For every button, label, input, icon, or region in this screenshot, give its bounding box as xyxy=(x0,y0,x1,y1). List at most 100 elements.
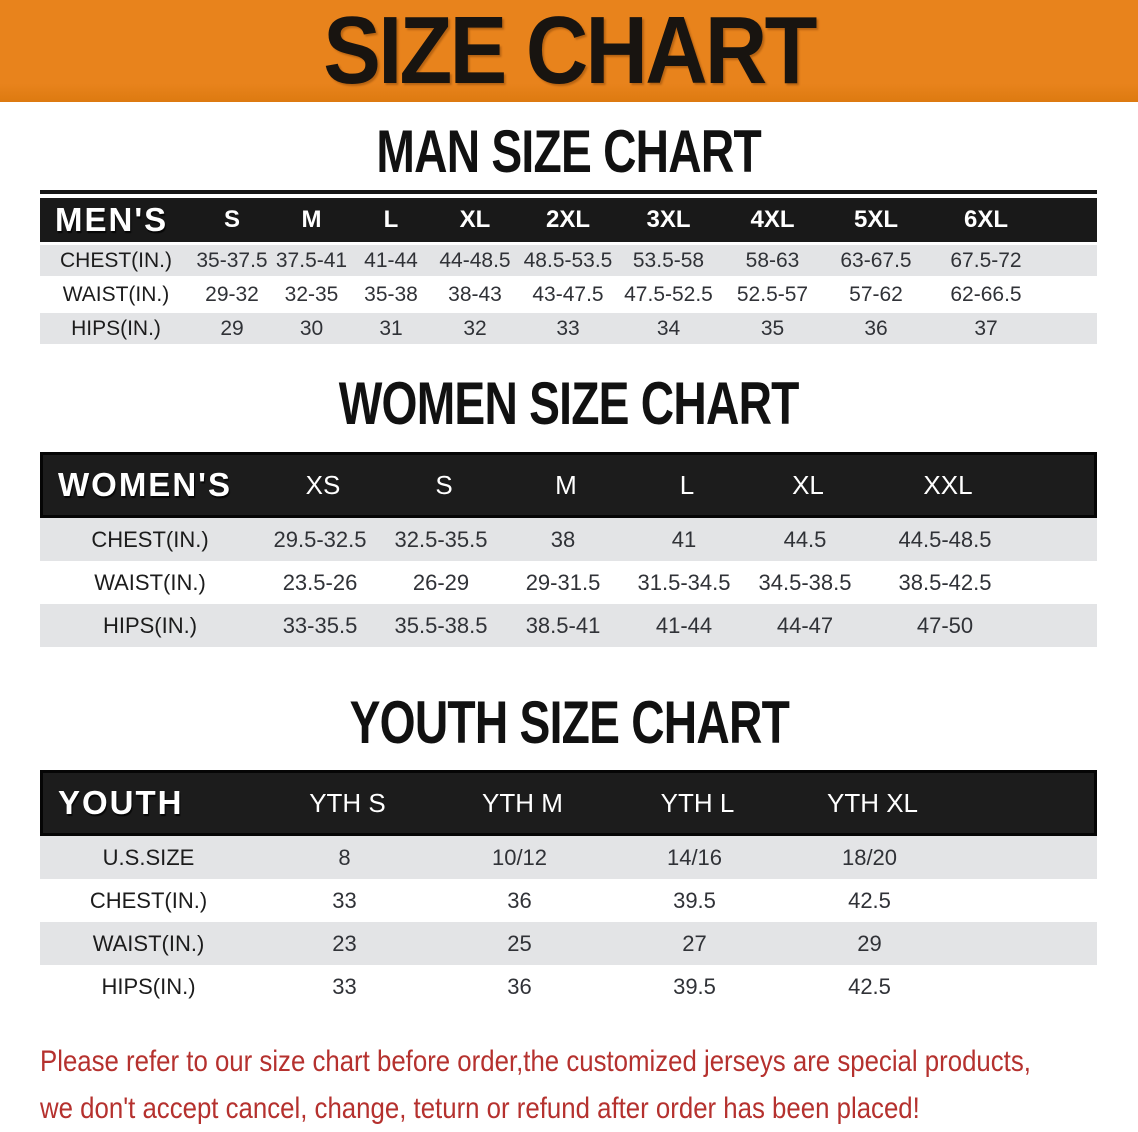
size-cell: 34 xyxy=(656,316,681,340)
row-label: HIPS(IN.) xyxy=(102,612,198,638)
column-header: YTH L xyxy=(660,787,735,818)
size-cell: 33-35.5 xyxy=(282,612,358,638)
size-cell: 52.5-57 xyxy=(736,282,809,306)
size-cell: 38.5-41 xyxy=(525,612,601,638)
size-cell: 27 xyxy=(682,930,707,956)
size-cell: 29-32 xyxy=(205,282,259,306)
women-size-table: WOMEN'S XS S M L XL XXL CHEST(IN.) 29.5-32.5 32.5… xyxy=(40,452,1097,647)
size-cell: 53.5-58 xyxy=(632,248,705,272)
column-header: L xyxy=(383,206,399,233)
table-row: CHEST(IN.) 35-37.5 37.5-41 41-44 44-48.5 48.5… xyxy=(40,245,1097,276)
youth-size-table: YOUTH YTH S YTH M YTH L YTH XL U.S.SIZE 8 10/12… xyxy=(40,770,1097,1008)
size-cell: 58-63 xyxy=(745,248,800,272)
size-cell: 33 xyxy=(556,316,580,340)
row-label: CHEST(IN.) xyxy=(91,526,209,552)
size-cell: 35 xyxy=(760,316,785,340)
section-youth: YOUTH SIZE CHART YOUTH YTH S YTH M YTH L YTH… xyxy=(0,693,1138,1008)
column-header: XL xyxy=(459,206,491,233)
table-header-row: MEN'S S M L XL 2XL 3XL 4XL 5XL 6XL xyxy=(40,198,1097,242)
size-cell: 39.5 xyxy=(673,973,716,999)
size-cell: 23.5-26 xyxy=(282,569,358,595)
table-header-row: WOMEN'S XS S M L XL XXL xyxy=(40,452,1097,518)
size-cell: 48.5-53.5 xyxy=(523,248,613,272)
row-label: WAIST(IN.) xyxy=(62,282,170,306)
table-row: WAIST(IN.) 29-32 32-35 35-38 38-43 43-47.5 47.… xyxy=(40,279,1097,310)
table-row: CHEST(IN.) 33 36 39.5 42.5 xyxy=(40,879,1097,922)
column-header: XS xyxy=(305,469,341,500)
size-cell: 36 xyxy=(864,316,888,340)
column-header: YTH S xyxy=(309,787,386,818)
size-cell: 29 xyxy=(220,316,244,340)
size-cell: 44.5-48.5 xyxy=(898,526,992,552)
disclaimer: Please refer to our size chart before or… xyxy=(40,1038,1138,1132)
size-cell: 41-44 xyxy=(364,248,418,272)
banner: SIZE CHART xyxy=(0,0,1138,102)
size-cell: 33 xyxy=(332,973,357,999)
size-cell: 29.5-32.5 xyxy=(273,526,367,552)
size-cell: 30 xyxy=(299,316,324,340)
size-cell: 35-37.5 xyxy=(196,248,268,272)
column-header: 6XL xyxy=(963,206,1008,233)
table-row: HIPS(IN.) 29 30 31 32 33 34 35 36 37 xyxy=(40,313,1097,344)
size-cell: 23 xyxy=(332,930,357,956)
size-cell: 39.5 xyxy=(673,887,716,913)
size-cell: 29-31.5 xyxy=(525,569,601,595)
size-cell: 38.5-42.5 xyxy=(898,569,992,595)
size-cell: 38-43 xyxy=(448,282,502,306)
size-cell: 38 xyxy=(550,526,576,552)
size-cell: 35-38 xyxy=(364,282,418,306)
size-cell: 67.5-72 xyxy=(950,248,1022,272)
size-cell: 37.5-41 xyxy=(275,248,348,272)
row-label: WAIST(IN.) xyxy=(92,930,205,956)
size-cell: 44-48.5 xyxy=(439,248,511,272)
size-cell: 29 xyxy=(857,930,882,956)
size-cell: 63-67.5 xyxy=(840,248,912,272)
size-cell: 57-62 xyxy=(849,282,903,306)
column-header: L xyxy=(679,469,695,500)
size-cell: 36 xyxy=(507,973,532,999)
row-label: HIPS(IN.) xyxy=(101,973,196,999)
table-title-cell: MEN'S xyxy=(55,201,169,238)
table-row: WAIST(IN.) 23 25 27 29 xyxy=(40,922,1097,965)
size-cell: 31.5-34.5 xyxy=(637,569,731,595)
size-cell: 32 xyxy=(463,316,487,340)
size-cell: 18/20 xyxy=(841,844,898,870)
table-row: WAIST(IN.) 23.5-26 26-29 29-31.5 31.5-34.5 34… xyxy=(40,561,1097,604)
size-cell: 47.5-52.5 xyxy=(624,282,713,306)
table-title-cell: WOMEN'S xyxy=(58,466,233,503)
size-cell: 42.5 xyxy=(848,887,891,913)
section-men: MAN SIZE CHART MEN'S S M L XL 2XL 3XL 4XL 5XL 6XL… xyxy=(0,122,1138,344)
size-cell: 26-29 xyxy=(412,569,470,595)
size-cell: 32.5-35.5 xyxy=(394,526,488,552)
men-size-table: MEN'S S M L XL 2XL 3XL 4XL 5XL 6XL CHEST(IN.) 35-37… xyxy=(40,190,1097,344)
section-women: WOMEN SIZE CHART WOMEN'S XS S M L XL XXL CHEST(… xyxy=(0,370,1138,647)
row-label: CHEST(IN.) xyxy=(89,887,208,913)
row-label: U.S.SIZE xyxy=(102,844,195,870)
column-header: S xyxy=(435,469,453,500)
size-cell: 34.5-38.5 xyxy=(758,569,852,595)
size-cell: 25 xyxy=(507,930,532,956)
disclaimer-line-1: Please refer to our size chart before or… xyxy=(40,1045,1031,1078)
table-header-row: YOUTH YTH S YTH M YTH L YTH XL xyxy=(40,770,1097,836)
size-cell: 43-47.5 xyxy=(532,282,604,306)
column-header: XL xyxy=(792,469,824,500)
size-cell: 8 xyxy=(338,844,351,870)
column-header: YTH M xyxy=(482,787,563,818)
size-cell: 44-47 xyxy=(776,612,834,638)
table-row: CHEST(IN.) 29.5-32.5 32.5-35.5 38 41 44.5 44.5… xyxy=(40,518,1097,561)
table-title-cell: YOUTH xyxy=(58,784,184,821)
size-cell: 62-66.5 xyxy=(950,282,1022,306)
size-cell: 33 xyxy=(332,887,357,913)
row-label: HIPS(IN.) xyxy=(71,316,161,340)
column-header: YTH XL xyxy=(826,787,919,818)
size-cell: 41-44 xyxy=(655,612,713,638)
size-cell: 32-35 xyxy=(284,282,339,306)
size-cell: 36 xyxy=(507,887,532,913)
column-header: 2XL xyxy=(545,206,590,233)
table-row: HIPS(IN.) 33 36 39.5 42.5 xyxy=(40,965,1097,1008)
size-cell: 10/12 xyxy=(491,844,548,870)
section-title-women-text: WOMEN SIZE CHART xyxy=(339,370,800,437)
column-header: M xyxy=(301,206,322,233)
size-cell: 35.5-38.5 xyxy=(394,612,488,638)
column-header: 3XL xyxy=(646,206,691,233)
